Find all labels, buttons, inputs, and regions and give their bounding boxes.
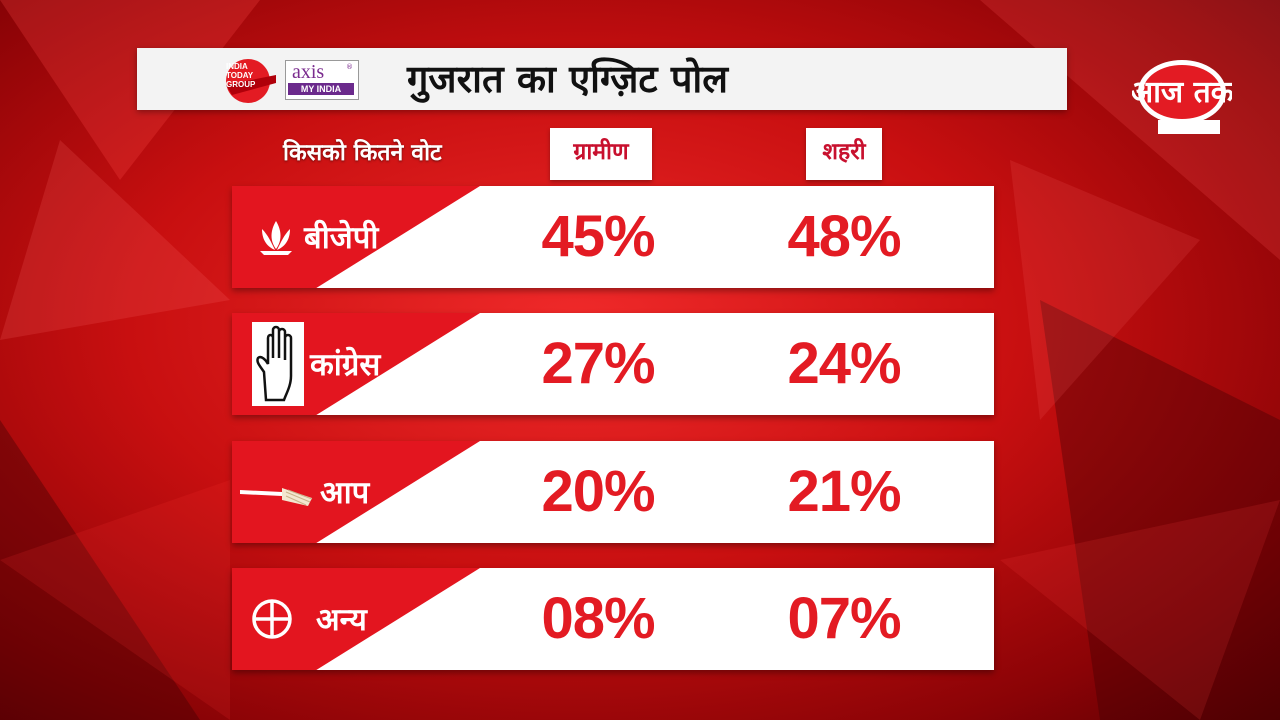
svg-text:INDIA: INDIA — [226, 62, 248, 71]
party-cell: कांग्रेस — [252, 313, 380, 415]
value-urban: 24% — [787, 331, 901, 396]
value-rural: 27% — [541, 331, 655, 396]
aaj-tak-logo: आज तक — [1132, 60, 1232, 134]
aaj-tak-logo-text: आज तक — [1132, 75, 1232, 110]
value-rural: 45% — [541, 204, 655, 269]
lotus-icon — [260, 221, 292, 255]
table-row-congress: कांग्रेस 27% 24% — [232, 313, 994, 415]
broom-icon — [240, 488, 313, 506]
registered-mark: ® — [346, 63, 353, 71]
party-name: बीजेपी — [304, 220, 379, 256]
party-cell: अन्य — [250, 568, 367, 670]
column-header-rural: ग्रामीण — [550, 128, 652, 180]
india-today-group-logo: INDIA TODAY GROUP — [226, 59, 276, 103]
party-cell: बीजेपी — [254, 186, 378, 288]
axis-logo-band: MY INDIA — [288, 83, 354, 95]
value-rural: 20% — [541, 459, 655, 524]
table-row-bjp: बीजेपी 45% 48% — [232, 186, 994, 288]
row-header-label: किसको कितने वोट — [283, 140, 442, 166]
svg-text:GROUP: GROUP — [226, 80, 256, 89]
column-header-urban: शहरी — [806, 128, 882, 180]
value-urban: 21% — [787, 459, 901, 524]
hand-icon — [252, 322, 304, 406]
page-title: गुजरात का एग्ज़िट पोल — [407, 57, 729, 101]
axis-my-india-logo: axis ® MY INDIA — [285, 60, 359, 100]
party-name: आप — [320, 475, 370, 511]
ballot-cross-icon — [252, 599, 292, 639]
table-row-others: अन्य 08% 07% — [232, 568, 994, 670]
value-rural: 08% — [541, 586, 655, 651]
value-urban: 48% — [787, 204, 901, 269]
value-urban: 07% — [787, 586, 901, 651]
svg-text:TODAY: TODAY — [226, 71, 254, 80]
party-name: अन्य — [316, 602, 367, 638]
table-row-aap: आप 20% 21% — [232, 441, 994, 543]
title-bar: INDIA TODAY GROUP axis ® MY INDIA गुजरात… — [137, 48, 1067, 110]
party-name: कांग्रेस — [310, 347, 381, 383]
axis-logo-word: axis — [292, 61, 325, 83]
party-cell: आप — [238, 441, 369, 543]
